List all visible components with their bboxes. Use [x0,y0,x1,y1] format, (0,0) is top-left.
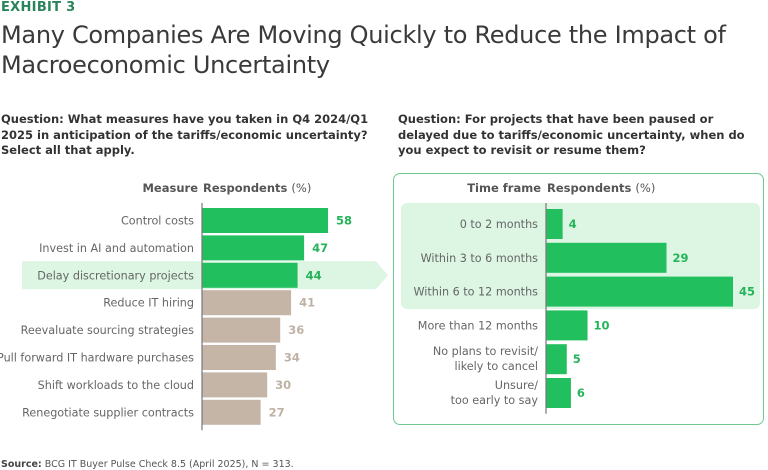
category-label-line: No plans to revisit/ [433,345,538,358]
bar-shift-workloads-to-the-cloud [202,372,268,398]
value-label: 29 [673,251,689,265]
category-label-line: Unsure/ [495,379,538,392]
category-label: More than 12 months [418,319,538,332]
value-label: 27 [269,405,285,419]
category-label: Pull forward IT hardware purchases [0,352,194,365]
left-value-header: Respondents (%) [203,181,312,195]
left-category-header: Measure [142,181,198,195]
category-label-line: too early to say [451,394,539,407]
category-label: Within 6 to 12 months [413,286,538,299]
bar-reduce-it-hiring [202,290,292,316]
value-label: 5 [573,352,581,366]
exhibit-label: EXHIBIT 3 [1,0,76,15]
category-label: Reevaluate sourcing strategies [21,324,195,337]
value-label: 58 [336,214,352,228]
value-label: 6 [577,386,585,400]
bar-reevaluate-sourcing-strategies [202,317,281,343]
value-label: 45 [739,285,755,299]
bar-delay-discretionary-projects [202,262,298,288]
category-label-line: likely to cancel [455,360,539,373]
category-label: No plans to revisit/likely to cancel [433,345,538,373]
category-label: 0 to 2 months [460,218,538,231]
category-label: Reduce IT hiring [103,297,194,310]
bar-within-6-to-12-months [546,276,733,307]
category-label: Delay discretionary projects [37,269,194,282]
category-label: Invest in AI and automation [39,242,194,255]
bar-control-costs [202,208,328,233]
value-label: 30 [275,378,291,392]
bar-renegotiate-supplier-contracts [202,399,261,425]
right-category-header: Time frame [467,181,541,195]
right-panel-border [393,173,764,425]
value-label: 41 [299,296,315,310]
bar-0-to-2-months [546,209,563,239]
bar-unsure-too-early-to-say [546,378,571,408]
category-label: Shift workloads to the cloud [38,379,194,392]
value-label: 4 [569,217,577,231]
value-label: 47 [312,241,328,255]
category-label: Within 3 to 6 months [421,252,539,265]
left-question: Question: What measures have you taken i… [1,112,369,157]
bar-pull-forward-it-hardware-purchases [202,345,276,370]
value-label: 34 [284,351,300,365]
value-label: 10 [594,318,610,332]
source-note: Source: BCG IT Buyer Pulse Check 8.5 (Ap… [1,459,294,470]
right-question: Question: For projects that have been pa… [398,112,745,157]
category-label: Renegotiate supplier contracts [22,406,194,419]
bar-within-3-to-6-months [546,242,667,273]
right-value-header: Respondents (%) [547,181,656,195]
value-label: 36 [288,323,304,337]
value-label: 44 [306,268,322,282]
category-label: Unsure/too early to say [451,379,539,407]
bar-invest-in-ai-and-automation [202,235,305,261]
bar-more-than-12-months [546,310,588,341]
category-label: Control costs [121,215,194,228]
bar-no-plans-to-revisit-likely-to-cancel [546,344,567,375]
chart-title: Many Companies Are Moving Quickly to Red… [1,21,726,79]
